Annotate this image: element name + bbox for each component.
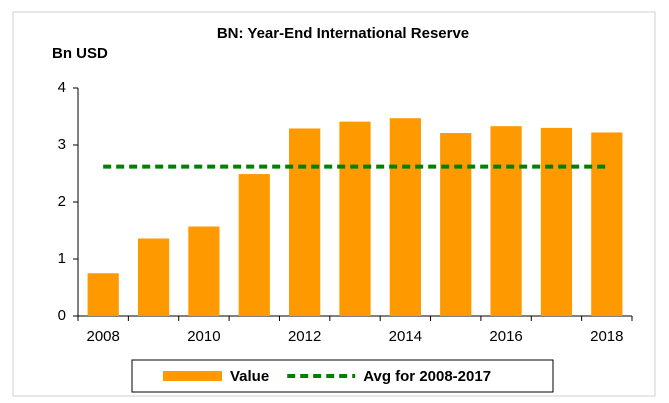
- legend-swatch: [163, 371, 222, 381]
- bar: [339, 121, 371, 316]
- bar: [87, 273, 119, 316]
- y-tick-label: 2: [58, 193, 66, 210]
- y-tick-label: 0: [58, 307, 66, 324]
- y-tick-label: 3: [58, 136, 66, 153]
- x-tick-label: 2008: [86, 328, 119, 345]
- bar: [188, 226, 220, 316]
- x-tick-label: 2018: [590, 328, 623, 345]
- x-tick-label: 2010: [187, 328, 220, 345]
- bar: [289, 128, 321, 316]
- bar: [540, 127, 573, 317]
- y-tick-label: 4: [58, 79, 66, 96]
- x-tick-label: 2012: [288, 328, 321, 345]
- legend-label: Value: [230, 368, 269, 385]
- legend-label: Avg for 2008-2017: [363, 368, 491, 385]
- x-tick-label: 2014: [389, 328, 422, 345]
- bar: [490, 126, 522, 316]
- y-tick-label: 1: [58, 250, 66, 267]
- bar: [440, 133, 472, 316]
- bar: [238, 174, 270, 316]
- bar: [137, 238, 170, 316]
- y-axis-label: Bn USD: [52, 45, 108, 62]
- bar: [389, 118, 421, 317]
- x-tick-label: 2016: [489, 328, 522, 345]
- bar: [591, 132, 623, 316]
- chart-title: BN: Year-End International Reserve: [217, 25, 469, 42]
